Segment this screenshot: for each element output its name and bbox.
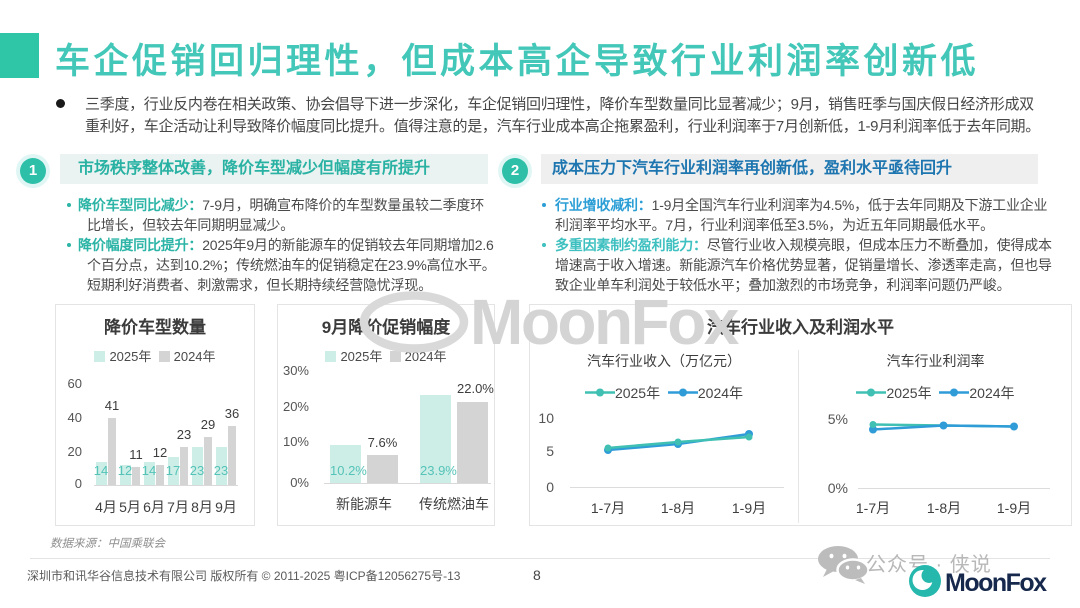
svg-text:MoonFox: MoonFox [945, 569, 1047, 597]
